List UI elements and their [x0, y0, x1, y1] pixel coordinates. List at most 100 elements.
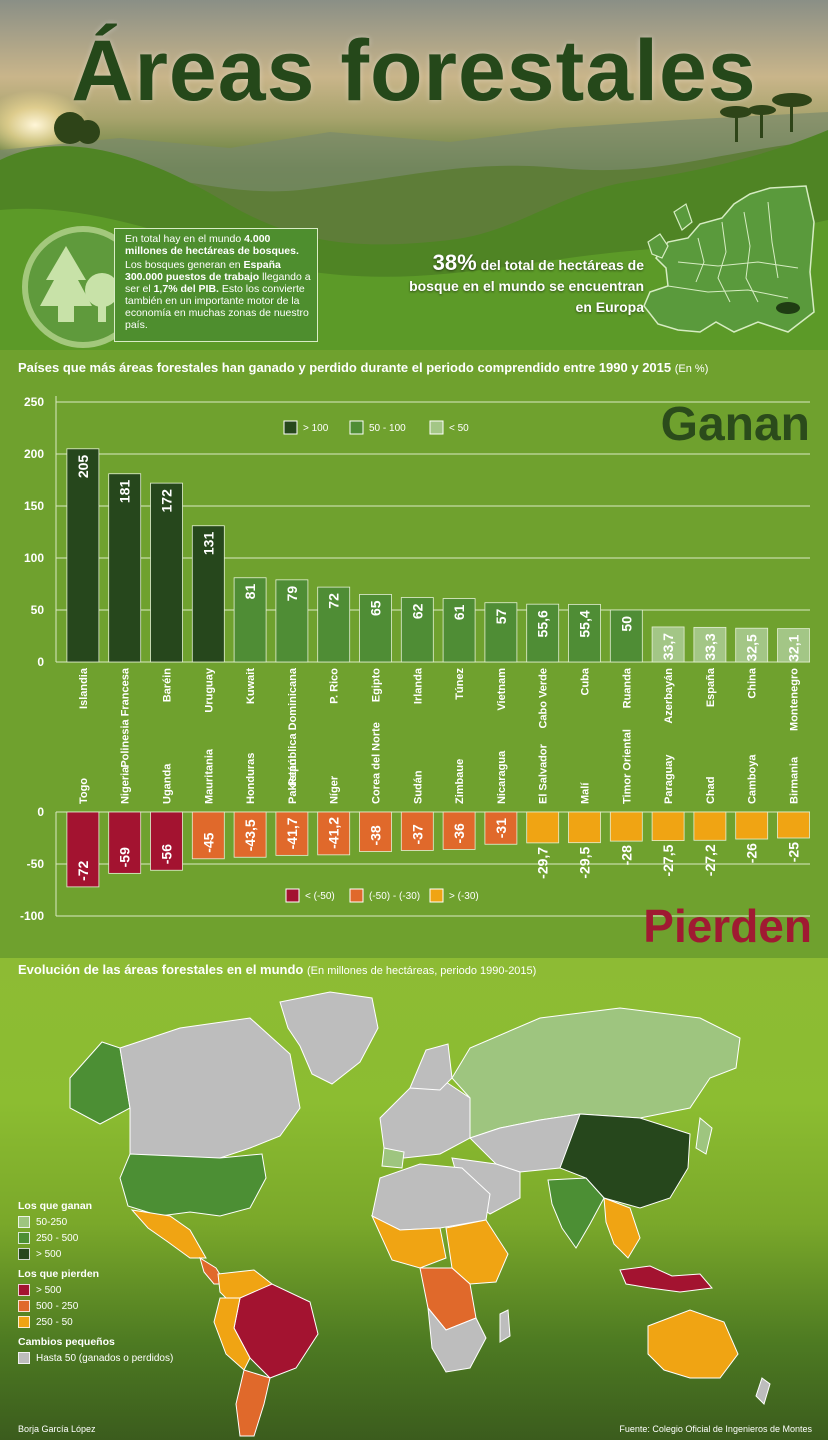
gain-category-label: Cuba: [580, 667, 592, 695]
gain-bar: [191, 525, 225, 663]
gain-bar: [609, 609, 643, 663]
loss-category-label: Níger: [329, 775, 341, 804]
loss-value-label: -56: [159, 844, 175, 864]
loss-y-tick-label: 0: [37, 805, 44, 819]
gain-category-label: Uruguay: [203, 667, 215, 713]
map-legend-swatch: [18, 1284, 30, 1296]
map-west-south-america: [213, 1297, 251, 1371]
map-legend-item: 50-250: [18, 1214, 218, 1230]
gain-category-label: Kuwait: [245, 668, 257, 704]
gain-value-label: 61: [451, 604, 467, 620]
loss-bar: [66, 811, 100, 888]
loss-category-label: Togo: [78, 778, 90, 804]
map-legend-item: 250 - 50: [18, 1314, 218, 1330]
map-legend: Los que ganan 50-250 250 - 500 > 500 Los que…: [18, 1194, 218, 1366]
map-mexico: [130, 1209, 207, 1259]
loss-bar: [191, 811, 225, 860]
map-greenland: [279, 991, 379, 1085]
gain-value-label: 32,1: [786, 634, 802, 661]
loss-y-tick-label: -100: [20, 909, 44, 923]
gain-bar: [693, 626, 727, 663]
gain-y-tick-label: 200: [24, 447, 44, 461]
map-west-africa: [370, 1214, 447, 1269]
author-credit: Borja García López: [18, 1424, 96, 1434]
gain-value-label: 79: [284, 586, 300, 602]
loss-value-label: -43,5: [242, 819, 258, 851]
gain-y-tick-label: 250: [24, 395, 44, 409]
map-southeast-asia: [603, 1197, 641, 1259]
europe-description: del total de hectáreas de bosque en el m…: [409, 257, 644, 315]
gain-y-tick-label: 100: [24, 551, 44, 565]
gain-bar: [275, 579, 309, 663]
europe-stat: 38% del total de hectáreas de bosque en …: [404, 252, 644, 318]
map-madagascar: [499, 1309, 511, 1343]
map-legend-item: > 500: [18, 1282, 218, 1298]
loss-bar: [150, 811, 183, 871]
loss-value-label: -29,7: [535, 847, 551, 879]
loss-bar: [777, 811, 810, 839]
map-legend-group-title: Los que pierden: [18, 1268, 100, 1280]
loss-value-label: -27,5: [660, 844, 676, 876]
loss-bar: [400, 811, 434, 851]
loss-value-label: -27,2: [702, 844, 718, 876]
loss-category-label: Birmania: [789, 756, 801, 804]
loss-category-label: Timor Oriental: [621, 729, 633, 804]
gain-value-label: 55,6: [535, 610, 551, 637]
gain-legend-swatch: [429, 420, 444, 435]
gain-value-label: 55,4: [577, 610, 593, 637]
gain-value-label: 81: [242, 584, 258, 600]
info-total: En total hay en el mundo 4.000 millones …: [125, 233, 299, 257]
loss-value-label: -72: [75, 860, 91, 880]
gain-bar: [108, 473, 142, 663]
loss-legend-label: > (-30): [449, 891, 479, 902]
map-europe: [379, 1077, 471, 1159]
chart-heading-unit: (En %): [674, 363, 709, 375]
map-heading-unit: (En millones de hectáreas, periodo 1990-…: [307, 965, 537, 977]
loss-category-label: Chad: [705, 777, 717, 805]
loss-category-label: Pakistán: [287, 758, 299, 804]
map-heading: Evolución de las áreas forestales en el …: [18, 962, 537, 977]
gain-y-tick-label: 50: [31, 603, 45, 617]
chart-heading: Países que más áreas forestales han gana…: [18, 360, 709, 375]
gain-category-label: República Dominicana: [287, 667, 299, 786]
map-legend-label: 250 - 50: [36, 1316, 73, 1328]
gain-bar: [568, 603, 601, 663]
loss-title: Pierden: [643, 900, 812, 952]
gain-bar: [777, 628, 810, 663]
map-legend-item: 250 - 500: [18, 1230, 218, 1246]
map-legend-swatch: [18, 1316, 30, 1328]
loss-category-label: Nigeria: [120, 766, 132, 804]
loss-bar: [609, 811, 643, 842]
map-legend-label: 50-250: [36, 1216, 68, 1228]
loss-category-label: Malí: [580, 782, 592, 804]
loss-bar: [108, 811, 142, 874]
map-legend-swatch: [18, 1248, 30, 1260]
map-legend-group-title: Cambios pequeños: [18, 1336, 115, 1348]
header-banner: Áreas forestales En total hay en el mund…: [0, 0, 828, 350]
gain-bar: [66, 448, 100, 663]
europe-percentage: 38%: [432, 250, 477, 275]
gain-legend-label: < 50: [449, 423, 469, 434]
loss-legend-swatch: [285, 888, 300, 903]
loss-value-label: -28: [618, 845, 634, 865]
gain-value-label: 50: [618, 616, 634, 632]
tree-icon: [40, 246, 119, 322]
map-canada: [119, 1017, 301, 1159]
loss-value-label: -26: [744, 843, 760, 863]
loss-value-label: -38: [368, 825, 384, 845]
map-legend-item: > 500: [18, 1246, 218, 1262]
map-new-zealand: [755, 1377, 771, 1405]
loss-category-label: Uganda: [162, 763, 174, 804]
source-credit: Fuente: Colegio Oficial de Ingenieros de…: [619, 1424, 812, 1434]
loss-value-label: -36: [451, 823, 467, 843]
map-scandinavia: [409, 1043, 453, 1091]
gain-bar: [651, 626, 685, 663]
map-legend-label: Hasta 50 (ganados o perdidos): [36, 1352, 174, 1364]
loss-value-label: -41,7: [284, 817, 300, 849]
loss-value-label: -37: [409, 824, 425, 844]
gain-value-label: 33,3: [702, 633, 718, 660]
gain-value-label: 181: [117, 480, 133, 504]
gain-bar: [526, 603, 560, 663]
loss-category-label: Mauritania: [203, 748, 215, 804]
europe-map-icon: [643, 185, 815, 333]
